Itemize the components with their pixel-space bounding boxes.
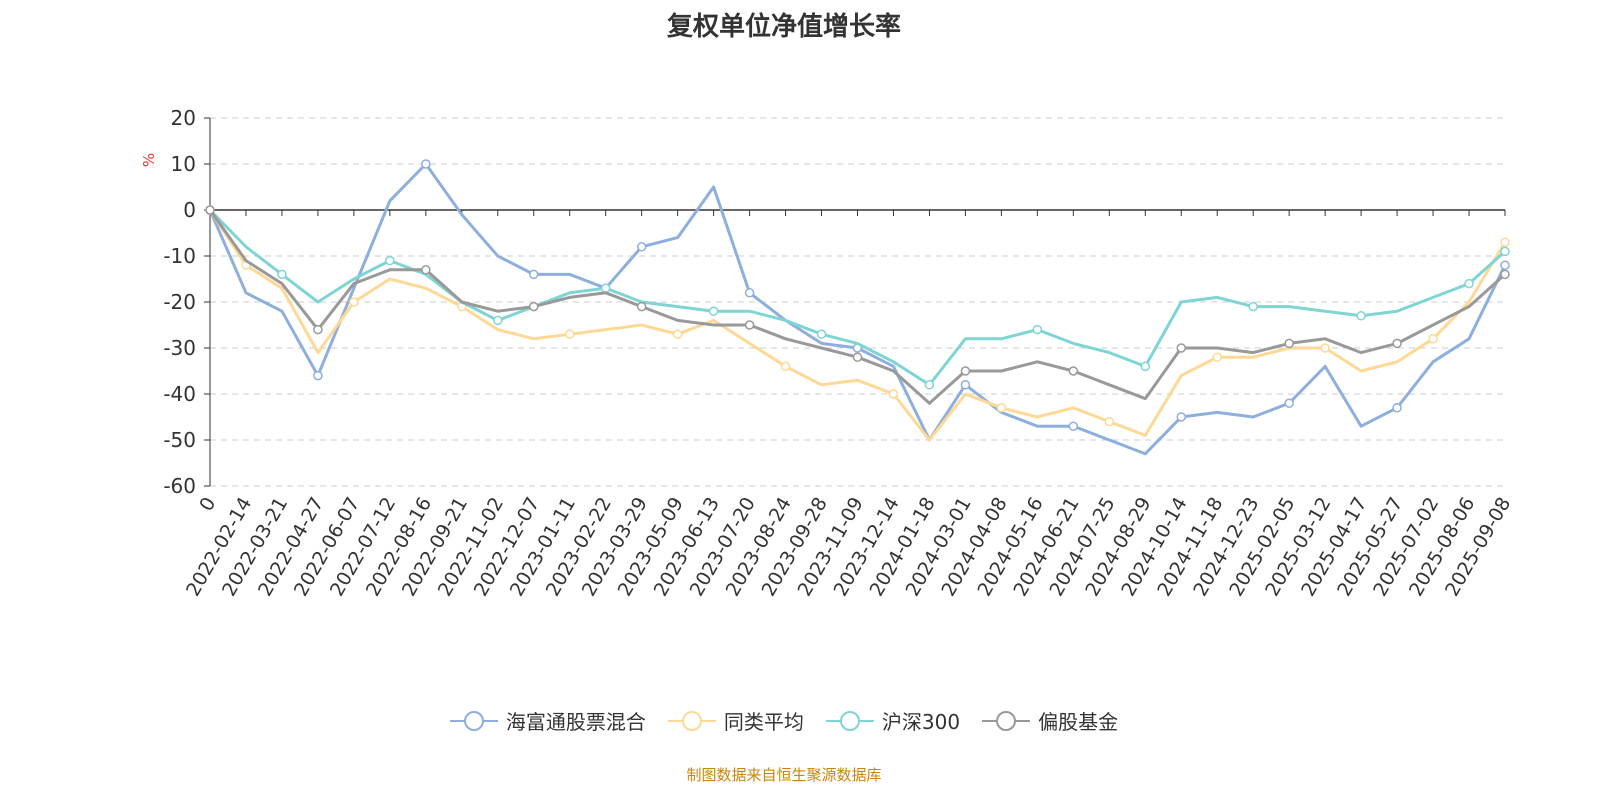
chart-title: 复权单位净值增长率 (666, 12, 901, 42)
data-point (1392, 403, 1402, 413)
y-tick-label: -60 (163, 474, 196, 498)
data-point (1428, 334, 1438, 344)
data-point (1104, 416, 1115, 427)
legend-marker-icon (667, 710, 716, 731)
y-tick-label: 10 (171, 152, 196, 176)
series-1 (205, 205, 1510, 442)
data-point (1068, 421, 1079, 431)
data-point (744, 288, 755, 298)
data-point (960, 380, 971, 390)
data-point (205, 205, 215, 215)
data-point (924, 380, 935, 390)
y-tick-label: 0 (183, 198, 196, 222)
source-note: 制图数据来自恒生聚源数据库 (686, 766, 882, 784)
data-point (1068, 366, 1079, 376)
data-point (708, 306, 719, 316)
data-point (1140, 361, 1151, 372)
data-point (1212, 352, 1222, 362)
y-tick-label: -40 (163, 382, 196, 406)
legend-label: 同类平均 (723, 710, 804, 734)
data-point (888, 389, 899, 399)
y-axis-label: % (140, 153, 158, 167)
legend-marker-icon (449, 710, 498, 731)
data-point (1320, 343, 1330, 353)
data-point (996, 403, 1007, 413)
data-point (1392, 338, 1402, 349)
data-point (564, 329, 575, 339)
legend-label: 偏股基金 (1038, 710, 1119, 734)
y-tick-label: -30 (163, 336, 196, 360)
data-point (493, 315, 503, 326)
data-point (780, 361, 791, 372)
legend: 海富通股票混合 同类平均 沪深300 偏股基金 (0, 706, 1568, 735)
data-point (529, 301, 539, 312)
data-point (1356, 311, 1366, 321)
data-point (1464, 278, 1474, 289)
data-point (1500, 237, 1510, 247)
series-3 (205, 205, 1510, 405)
data-point (1248, 301, 1258, 312)
data-point (1500, 269, 1510, 280)
legend-item[interactable]: 沪深300 (825, 706, 961, 735)
legend-marker-icon (982, 710, 1031, 731)
series-line (208, 209, 1507, 405)
data-point (349, 297, 359, 307)
data-point (529, 269, 539, 280)
data-point (672, 329, 683, 339)
y-tick-label: 20 (171, 106, 196, 130)
y-tick-label: -50 (163, 428, 196, 452)
data-point (744, 320, 755, 330)
data-point (636, 301, 647, 312)
legend-label: 海富通股票混合 (505, 710, 646, 734)
data-point (816, 329, 827, 339)
data-point (421, 159, 431, 169)
line-chart: 20100-10-20-30-40-50-60%02022-02-142022-… (140, 106, 1515, 600)
series-0 (205, 159, 1510, 456)
data-point (313, 324, 323, 335)
data-point (1284, 338, 1294, 349)
data-point (1032, 324, 1043, 335)
data-point (1284, 398, 1294, 408)
data-point (1176, 412, 1186, 422)
x-tick-label: 0 (195, 494, 220, 515)
data-point (421, 265, 431, 275)
data-point (385, 255, 395, 266)
data-point (852, 352, 863, 362)
legend-item[interactable]: 同类平均 (667, 706, 804, 735)
data-point (1500, 260, 1510, 270)
legend-marker-icon (825, 710, 874, 731)
data-point (600, 283, 611, 293)
data-point (313, 370, 323, 381)
data-point (277, 269, 287, 280)
legend-item[interactable]: 海富通股票混合 (449, 706, 646, 735)
legend-item[interactable]: 偏股基金 (982, 706, 1118, 735)
data-point (1500, 246, 1510, 257)
series-line (208, 209, 1507, 442)
data-point (1176, 343, 1186, 353)
legend-label: 沪深300 (881, 710, 961, 734)
y-tick-label: -10 (163, 244, 196, 268)
data-point (636, 242, 647, 252)
y-tick-label: -20 (163, 290, 196, 314)
data-point (960, 366, 971, 376)
